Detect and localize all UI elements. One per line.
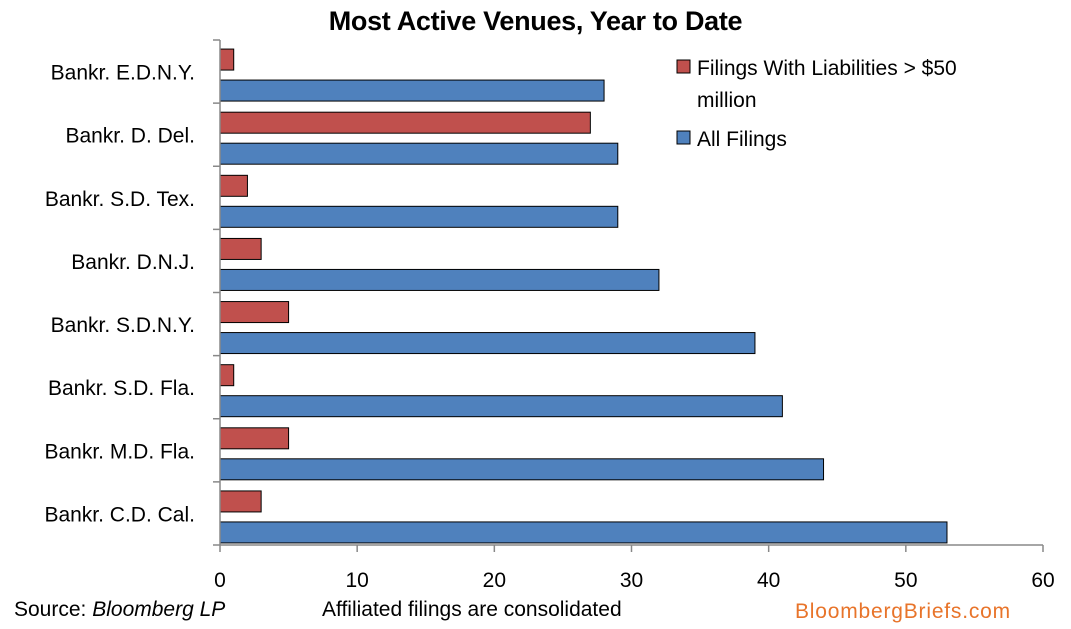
x-tick-label: 0 <box>214 569 226 592</box>
legend: Filings With Liabilities > $50 million A… <box>676 57 957 151</box>
x-tick-label: 40 <box>757 569 780 592</box>
category-label: Bankr. D. Del. <box>65 125 195 148</box>
footnote: Affiliated filings are consolidated <box>322 598 622 621</box>
x-tick-label: 50 <box>894 569 917 592</box>
source-name: Bloomberg LP <box>92 598 226 621</box>
brand-logo-text: BloombergBriefs.com <box>795 600 1011 623</box>
x-tick-label: 20 <box>483 569 506 592</box>
category-label: Bankr. E.D.N.Y. <box>51 62 195 85</box>
bar-chart: Bankr. E.D.N.Y. Bankr. D. Del. Bankr. S.D.… <box>44 39 1055 592</box>
source-credit: Source: Bloomberg LP <box>14 598 225 622</box>
legend-swatch-all-filings <box>676 130 691 145</box>
bar-liabilities <box>219 427 290 450</box>
bar-liabilities <box>219 48 235 71</box>
legend-swatch-liabilities <box>676 59 691 74</box>
bar-all-filings <box>219 458 825 481</box>
bar-all-filings <box>219 521 948 544</box>
bar-liabilities <box>219 490 262 513</box>
x-tick-label: 60 <box>1031 569 1054 592</box>
legend-label-liabilities-cont: million <box>697 89 757 112</box>
bar-liabilities <box>219 174 248 197</box>
bar-liabilities <box>219 237 262 260</box>
axes-layer: Bankr. E.D.N.Y. Bankr. D. Del. Bankr. S.D.… <box>44 39 1055 592</box>
category-label: Bankr. S.D.N.Y. <box>51 314 195 337</box>
bar-liabilities <box>219 301 290 324</box>
bar-all-filings <box>219 205 619 228</box>
bar-all-filings <box>219 395 783 418</box>
bars-layer <box>219 48 948 544</box>
category-label: Bankr. M.D. Fla. <box>44 440 195 463</box>
category-label: Bankr. S.D. Tex. <box>45 188 195 211</box>
source-prefix: Source: <box>14 598 93 621</box>
bar-all-filings <box>219 268 660 291</box>
legend-label-liabilities: Filings With Liabilities > $50 <box>697 57 957 80</box>
chart-title: Most Active Venues, Year to Date <box>328 6 743 36</box>
bar-all-filings <box>219 332 756 355</box>
bar-liabilities <box>219 364 235 387</box>
legend-label-all-filings: All Filings <box>697 128 787 151</box>
bar-all-filings <box>219 142 619 165</box>
x-tick-label: 10 <box>345 569 368 592</box>
category-label: Bankr. D.N.J. <box>71 251 195 274</box>
bar-liabilities <box>219 111 591 134</box>
category-label: Bankr. S.D. Fla. <box>48 377 195 400</box>
x-tick-label: 30 <box>620 569 643 592</box>
bar-all-filings <box>219 79 605 102</box>
category-label: Bankr. C.D. Cal. <box>44 503 195 526</box>
